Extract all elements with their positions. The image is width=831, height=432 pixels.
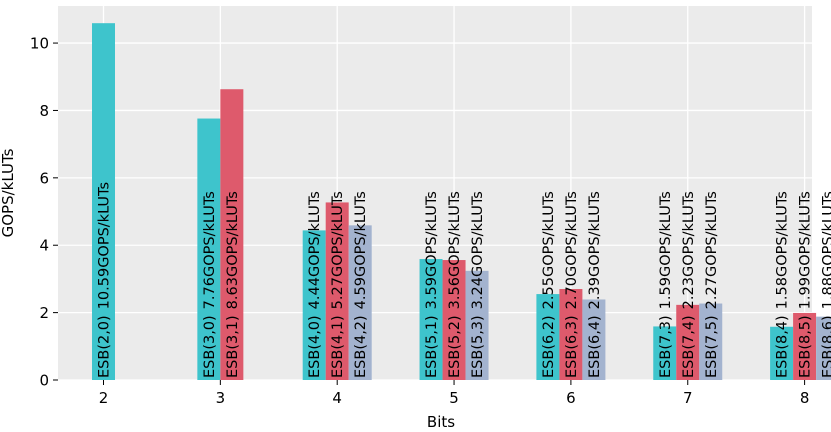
bar bbox=[653, 326, 677, 380]
bar-series-label: ESB(6,4) bbox=[587, 315, 603, 378]
x-tick-label: 6 bbox=[566, 389, 576, 407]
bar-value-text: 2.70GOPS/kLUTs bbox=[564, 191, 580, 309]
bar bbox=[582, 299, 606, 380]
bar-value-label: ESB(7,3) 1.59GOPS/kLUTs bbox=[658, 191, 674, 378]
bar-value-text: 1.88GOPS/kLUTs bbox=[821, 191, 831, 309]
bar-value-text: 10.59GOPS/kLUTs bbox=[97, 182, 113, 309]
bar-series-label: ESB(3,1) bbox=[225, 315, 241, 378]
bar-value-label: ESB(3,0) 7.76GOPS/kLUTs bbox=[202, 191, 218, 378]
bar bbox=[348, 225, 372, 380]
bar-value-label: ESB(4,1) 5.27GOPS/kLUTs bbox=[330, 191, 346, 378]
bar-labels: ESB(2,0) 10.59GOPS/kLUTs ESB(3,0) 7.76GOPS/… bbox=[97, 182, 831, 378]
bar-value-label: ESB(7,4) 2.23GOPS/kLUTs bbox=[681, 191, 697, 378]
x-tick-label: 2 bbox=[99, 389, 109, 407]
bar-series-label: ESB(6,2) bbox=[541, 315, 557, 378]
bar-value-text: 2.39GOPS/kLUTs bbox=[587, 191, 603, 309]
bar-series-label: ESB(4,1) bbox=[330, 315, 346, 378]
bar-series-label: ESB(6,3) bbox=[564, 315, 580, 378]
bar-value-text: 3.56GOPS/kLUTs bbox=[447, 191, 463, 309]
bar-value-text: 1.58GOPS/kLUTs bbox=[775, 191, 791, 309]
bar-value-label: ESB(8,6) 1.88GOPS/kLUTs bbox=[821, 191, 831, 378]
bar-series-label: ESB(5,1) bbox=[424, 315, 440, 378]
bar-value-text: 4.59GOPS/kLUTs bbox=[353, 191, 369, 309]
bar-value-label: ESB(5,3) 3.24GOPS/kLUTs bbox=[470, 191, 486, 378]
bar-value-label: ESB(4,0) 4.44GOPS/kLUTs bbox=[307, 191, 323, 378]
x-tick-label: 8 bbox=[800, 389, 810, 407]
bar bbox=[465, 270, 489, 380]
bar-value-text: 2.23GOPS/kLUTs bbox=[681, 191, 697, 309]
bar-series-label: ESB(7,5) bbox=[704, 315, 720, 378]
bar bbox=[793, 312, 817, 380]
axis-ticks: 0 2 4 6 8 10 2 3 4 5 6 7 8 bbox=[30, 35, 809, 407]
bar-series-label: ESB(8,6) bbox=[821, 315, 831, 378]
x-tick-label: 7 bbox=[683, 389, 693, 407]
bar-value-text: 4.44GOPS/kLUTs bbox=[307, 191, 323, 309]
bar-value-label: ESB(8,4) 1.58GOPS/kLUTs bbox=[775, 191, 791, 378]
bar-value-label: ESB(4,2) 4.59GOPS/kLUTs bbox=[353, 191, 369, 378]
bar bbox=[676, 304, 700, 380]
bar-value-text: 3.59GOPS/kLUTs bbox=[424, 191, 440, 309]
bar-value-text: 3.24GOPS/kLUTs bbox=[470, 191, 486, 309]
bar bbox=[419, 259, 443, 380]
bar-series-label: ESB(7,4) bbox=[681, 315, 697, 378]
bar-series-label: ESB(4,2) bbox=[353, 315, 369, 378]
bar-value-text: 1.59GOPS/kLUTs bbox=[658, 191, 674, 309]
bar-value-label: ESB(5,2) 3.56GOPS/kLUTs bbox=[447, 191, 463, 378]
bar bbox=[325, 202, 349, 380]
y-tick-label: 6 bbox=[39, 169, 49, 187]
bar-series-label: ESB(3,0) bbox=[202, 315, 218, 378]
bar-value-label: ESB(5,1) 3.59GOPS/kLUTs bbox=[424, 191, 440, 378]
bar-value-label: ESB(8,5) 1.99GOPS/kLUTs bbox=[798, 191, 814, 378]
bar-value-label: ESB(2,0) 10.59GOPS/kLUTs bbox=[97, 182, 113, 378]
bar bbox=[536, 294, 560, 380]
bar-series-label: ESB(5,3) bbox=[470, 315, 486, 378]
bar-value-label: ESB(7,5) 2.27GOPS/kLUTs bbox=[704, 191, 720, 378]
bar bbox=[197, 118, 221, 381]
bar-series-label: ESB(4,0) bbox=[307, 315, 323, 378]
bar-value-text: 8.63GOPS/kLUTs bbox=[225, 191, 241, 309]
bar bbox=[92, 23, 115, 381]
bar-value-label: ESB(6,4) 2.39GOPS/kLUTs bbox=[587, 191, 603, 378]
bar-value-text: 2.55GOPS/kLUTs bbox=[541, 191, 557, 309]
bar-series-label: ESB(7,3) bbox=[658, 315, 674, 378]
bar bbox=[220, 89, 244, 381]
bar-series-label: ESB(8,5) bbox=[798, 315, 814, 378]
bar bbox=[770, 326, 794, 380]
bar bbox=[559, 289, 583, 380]
x-tick-label: 4 bbox=[332, 389, 342, 407]
bar bbox=[442, 260, 466, 380]
bar-value-text: 1.99GOPS/kLUTs bbox=[798, 191, 814, 309]
bar-series-label: ESB(8,4) bbox=[775, 315, 791, 378]
bar bbox=[699, 303, 723, 380]
bar-value-text: 5.27GOPS/kLUTs bbox=[330, 191, 346, 309]
bar-value-label: ESB(6,3) 2.70GOPS/kLUTs bbox=[564, 191, 580, 378]
bar bbox=[816, 316, 831, 380]
y-tick-label: 10 bbox=[30, 35, 49, 53]
y-tick-label: 4 bbox=[39, 237, 49, 255]
x-tick-label: 5 bbox=[449, 389, 459, 407]
x-tick-label: 3 bbox=[216, 389, 226, 407]
bar-series-label: ESB(5,2) bbox=[447, 315, 463, 378]
x-axis-label: Bits bbox=[427, 413, 455, 431]
y-tick-label: 8 bbox=[39, 102, 49, 120]
bar-value-label: ESB(3,1) 8.63GOPS/kLUTs bbox=[225, 191, 241, 378]
bar bbox=[302, 230, 326, 380]
bars bbox=[92, 23, 831, 381]
y-tick-label: 2 bbox=[39, 304, 49, 322]
bar-series-label: ESB(2,0) bbox=[97, 315, 113, 378]
bar-value-label: ESB(6,2) 2.55GOPS/kLUTs bbox=[541, 191, 557, 378]
bar-value-text: 2.27GOPS/kLUTs bbox=[704, 191, 720, 309]
y-tick-label: 0 bbox=[39, 372, 49, 390]
bar-value-text: 7.76GOPS/kLUTs bbox=[202, 191, 218, 309]
y-axis-label: GOPS/kLUTs bbox=[0, 148, 17, 237]
